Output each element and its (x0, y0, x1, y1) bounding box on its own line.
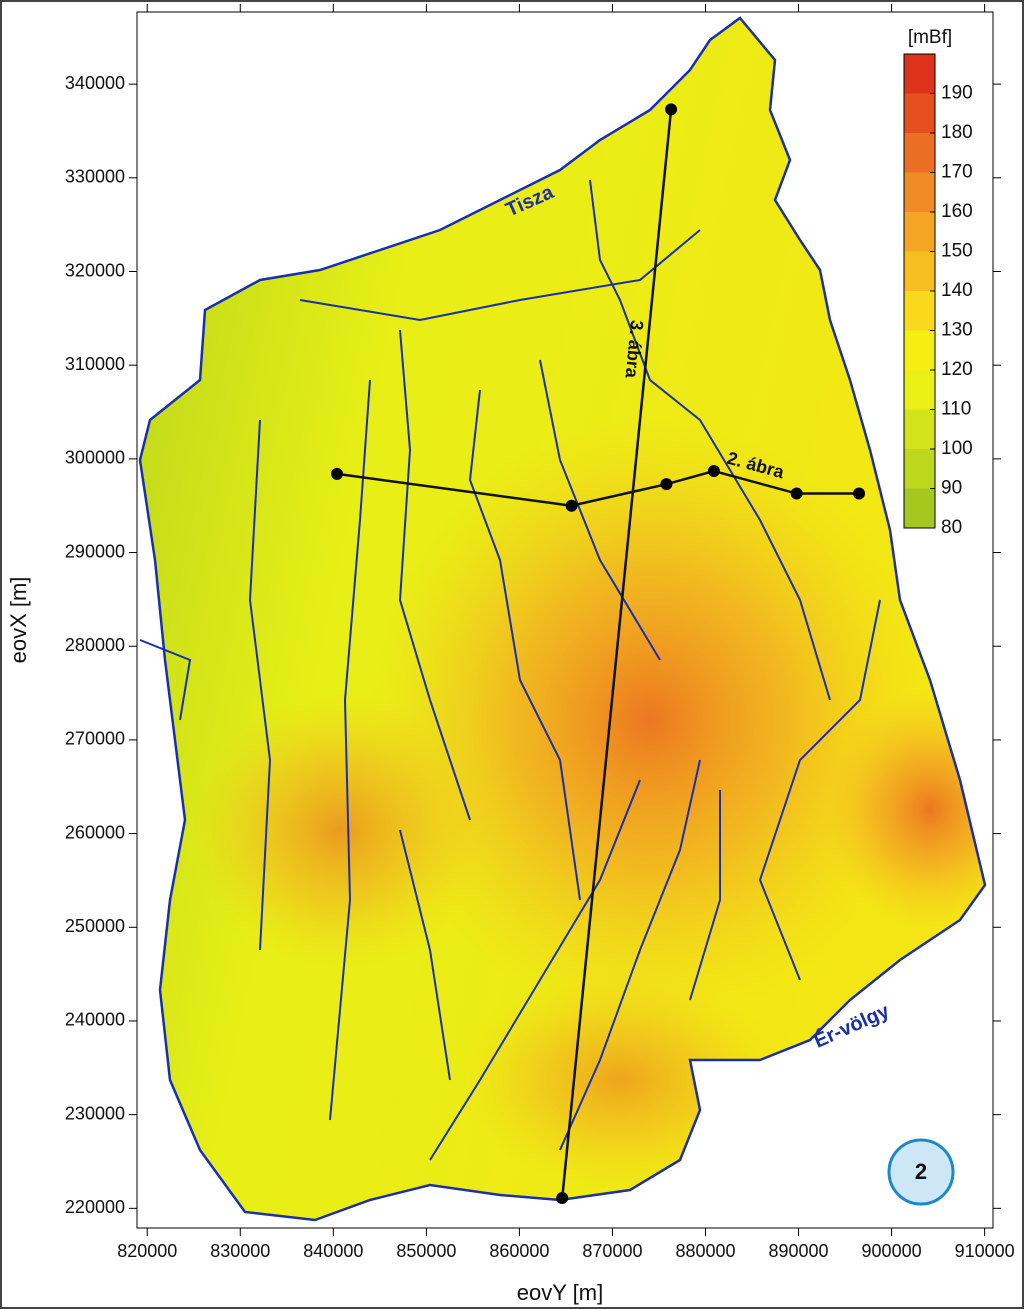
colorbar-tick-label: 170 (941, 162, 973, 183)
river (399, 829, 451, 1081)
y-tick-label: 220000 (65, 1197, 125, 1217)
river (398, 329, 471, 821)
badge-label: 2 (915, 1159, 927, 1184)
river (248, 419, 272, 951)
colorbar-band (904, 251, 935, 291)
river (139, 639, 192, 721)
y-tick-label: 320000 (65, 260, 125, 280)
colorbar-band (904, 291, 935, 331)
x-tick-label: 820000 (117, 1241, 177, 1261)
profile-point (707, 465, 720, 478)
colorbar-band (904, 449, 935, 489)
surface-high (190, 690, 490, 970)
x-tick-label: 830000 (210, 1241, 270, 1261)
colorbar-band (904, 133, 935, 173)
profile-line (560, 109, 673, 1199)
colorbar-tick-label: 90 (941, 478, 962, 499)
x-tick-label: 900000 (862, 1241, 922, 1261)
profile-point (665, 103, 678, 116)
x-axis-label: eovY [m] (517, 1280, 603, 1305)
y-tick-label: 280000 (65, 635, 125, 655)
profile-point (790, 487, 803, 500)
profile-point (331, 467, 344, 480)
x-tick-label: 890000 (769, 1241, 829, 1261)
y-tick-label: 240000 (65, 1010, 125, 1030)
river (689, 790, 721, 1001)
colorbar-band (904, 212, 935, 252)
river (559, 759, 701, 1151)
colorbar-tick-label: 190 (941, 83, 973, 104)
colorbar-tick-label: 180 (941, 122, 973, 143)
badge-circle (887, 1138, 955, 1206)
profile-line (336, 469, 860, 507)
y-tick-label: 230000 (65, 1103, 125, 1123)
colorbar-tick-label: 120 (941, 359, 973, 380)
colorbar-band (904, 172, 935, 212)
colorbar-band (904, 330, 935, 370)
profile-point (853, 487, 866, 500)
x-tick-label: 880000 (675, 1241, 735, 1261)
river (539, 359, 661, 661)
y-tick-label: 260000 (65, 822, 125, 842)
colorbar-band (904, 54, 935, 94)
y-tick-label: 290000 (65, 541, 125, 561)
river (589, 179, 831, 701)
colorbar-band (904, 488, 935, 528)
x-tick-label: 870000 (582, 1241, 642, 1261)
colorbar-tick-label: 80 (941, 517, 962, 538)
y-tick-label: 250000 (65, 916, 125, 936)
y-tick-label: 330000 (65, 167, 125, 187)
x-tick-label: 840000 (303, 1241, 363, 1261)
colorbar-tick-label: 110 (941, 399, 971, 420)
surface-high (370, 420, 930, 1020)
river (299, 229, 701, 322)
river (468, 389, 581, 901)
x-tick-label: 850000 (396, 1241, 456, 1261)
river (429, 779, 641, 1161)
colorbar-tick-label: 150 (941, 241, 973, 262)
river (329, 379, 371, 1121)
y-tick-label: 310000 (65, 354, 125, 374)
colorbar-band (904, 93, 935, 133)
colorbar-tick-label: 100 (941, 438, 973, 459)
profile-point (565, 499, 578, 512)
x-tick-label: 910000 (955, 1241, 1015, 1261)
x-tick-label: 860000 (489, 1241, 549, 1261)
colorbar-band (904, 370, 935, 410)
surface-high (820, 690, 985, 930)
colorbar-tick-label: 140 (941, 280, 973, 301)
colorbar-tick-label: 130 (941, 320, 973, 341)
y-tick-label: 270000 (65, 729, 125, 749)
y-axis-label: eovX [m] (6, 577, 31, 664)
badge: 2 (887, 1138, 955, 1206)
river-network (139, 179, 881, 1161)
colorbar-unit: [mBf] (908, 27, 952, 48)
y-tick-label: 300000 (65, 448, 125, 468)
profile-point (556, 1192, 569, 1205)
profile-point (660, 478, 673, 491)
river (758, 599, 881, 981)
colorbar-band (904, 409, 935, 449)
y-tick-label: 340000 (65, 73, 125, 93)
colorbar-tick-label: 160 (941, 201, 973, 222)
